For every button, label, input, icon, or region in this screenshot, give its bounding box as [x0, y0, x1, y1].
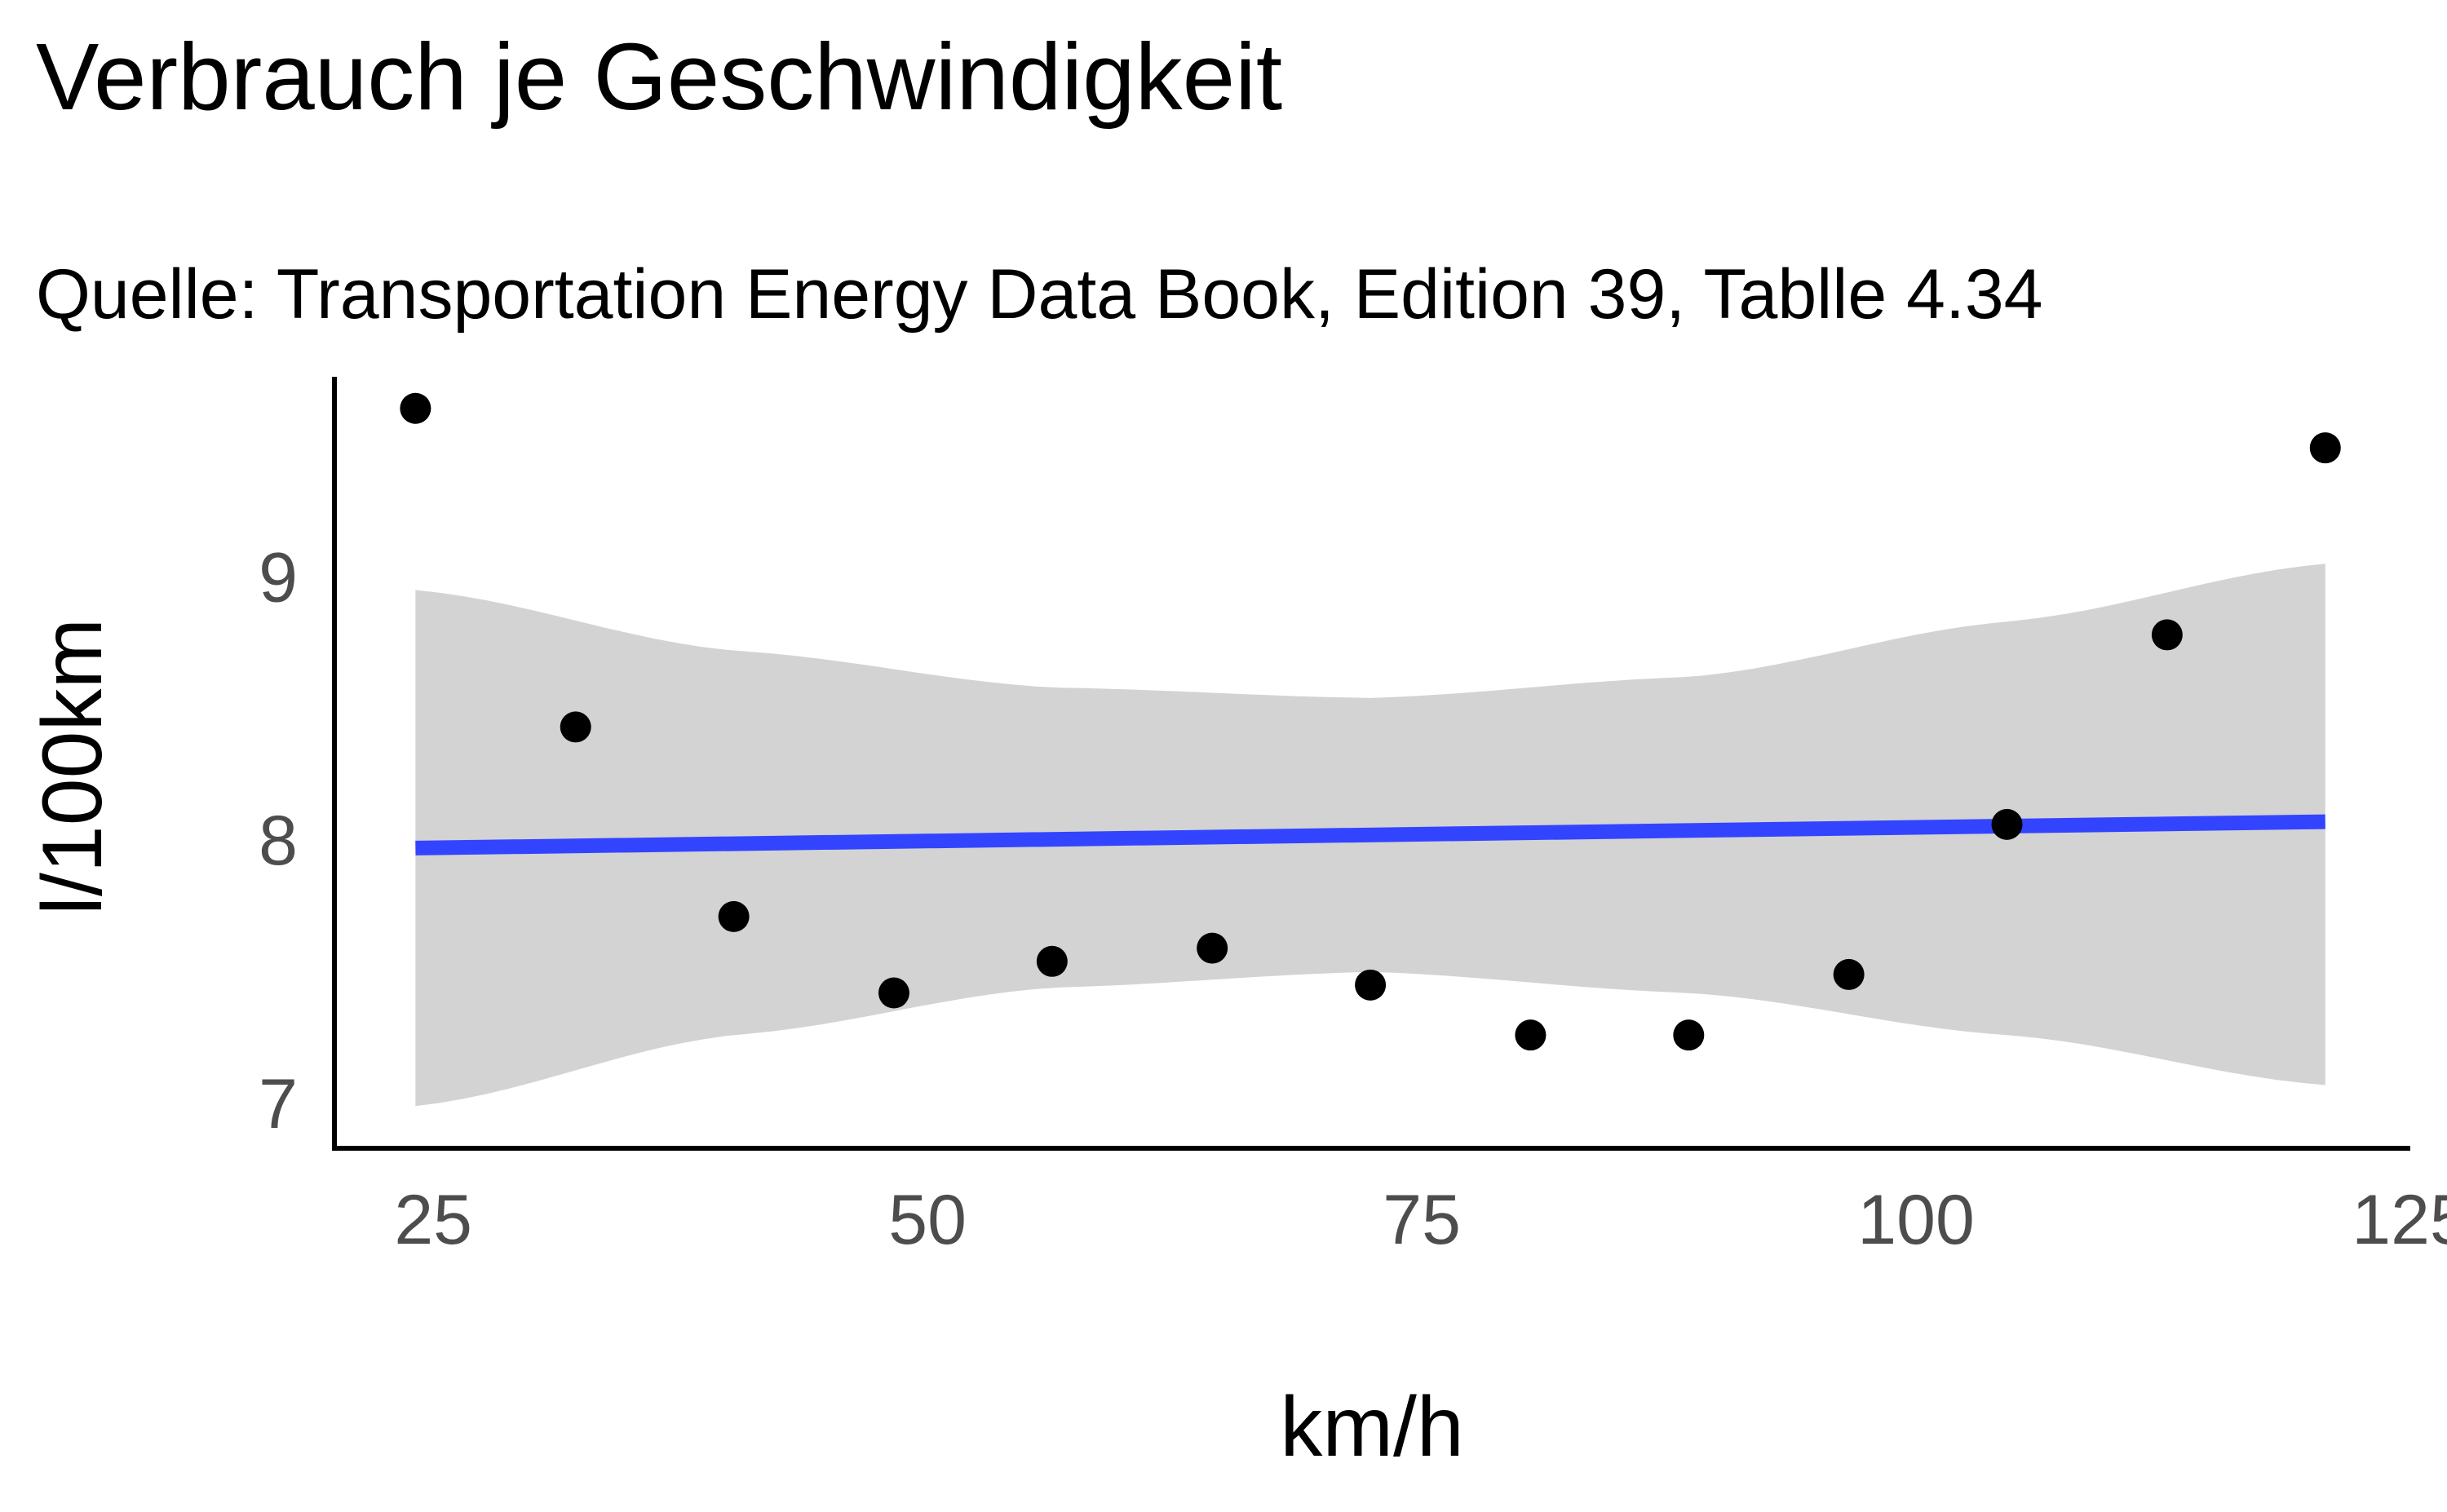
data-point: [1673, 1019, 1705, 1051]
tick-labels-layer: 25 50 75 100 125 7 8 9: [259, 538, 2447, 1259]
data-point: [878, 977, 909, 1009]
y-axis-title: l/100km: [25, 618, 120, 915]
data-point: [1833, 958, 1865, 990]
y-tick-label: 7: [259, 1065, 298, 1143]
axes-layer: [332, 377, 2410, 1151]
x-tick-label: 25: [394, 1181, 472, 1259]
y-tick-label: 9: [259, 538, 298, 617]
data-point: [2151, 619, 2183, 651]
data-points-layer: [400, 392, 2341, 1051]
x-tick-label: 100: [1857, 1181, 1975, 1259]
y-tick-label: 8: [259, 802, 298, 880]
data-point: [718, 900, 750, 932]
x-axis-title: km/h: [1280, 1380, 1463, 1474]
data-point: [1991, 808, 2023, 840]
data-point: [2309, 432, 2341, 464]
data-point: [1355, 969, 1387, 1001]
data-point: [1036, 945, 1068, 977]
data-point: [400, 392, 431, 424]
data-point: [1515, 1019, 1547, 1051]
chart-title: Verbrauch je Geschwindigkeit: [36, 24, 1283, 130]
data-point: [1197, 932, 1228, 964]
chart-subtitle: Quelle: Transportation Energy Data Book,…: [36, 255, 2043, 334]
data-point: [560, 711, 591, 743]
x-tick-label: 125: [2352, 1181, 2447, 1259]
x-tick-label: 75: [1383, 1181, 1461, 1259]
x-tick-label: 50: [888, 1181, 967, 1259]
